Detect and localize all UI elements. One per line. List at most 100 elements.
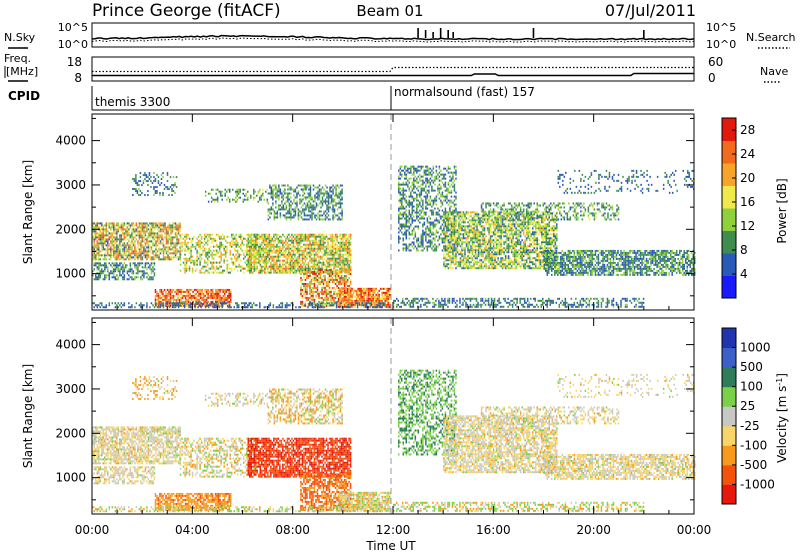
power-cell (228, 297, 230, 299)
power-cell (272, 246, 274, 248)
power-cell (344, 264, 346, 266)
power-cell (110, 272, 112, 274)
power-cell (212, 293, 214, 295)
power-cell (122, 224, 124, 226)
power-cell (195, 260, 197, 262)
power-cell (181, 242, 183, 244)
power-cell (278, 242, 280, 244)
power-cell (269, 192, 271, 194)
power-cell (97, 226, 99, 228)
power-cell (136, 268, 138, 270)
power-cell (303, 264, 305, 266)
power-cell (180, 270, 182, 272)
power-cell (266, 272, 268, 274)
power-cell (184, 240, 186, 242)
power-cell (254, 248, 256, 250)
power-cell (145, 244, 147, 246)
power-cell (347, 264, 349, 266)
power-cell (305, 236, 307, 238)
power-cell (311, 246, 313, 248)
power-cell (140, 226, 142, 228)
power-cell (134, 236, 136, 238)
power-cell (273, 240, 275, 242)
power-cell (332, 260, 334, 262)
power-cell (275, 250, 277, 252)
power-cell (223, 262, 225, 264)
power-cell (300, 295, 302, 297)
power-cell (281, 272, 283, 274)
power-cell (201, 242, 203, 244)
power-cell (323, 291, 325, 293)
power-cell (130, 254, 132, 256)
power-cell (125, 230, 127, 232)
power-cell (344, 266, 346, 268)
power-cell (347, 290, 349, 292)
power-cell (320, 262, 322, 264)
power-cell (173, 242, 175, 244)
power-cell (260, 238, 262, 240)
power-cell (178, 240, 180, 242)
power-cell (164, 244, 166, 246)
power-cell (100, 264, 102, 266)
power-cell (350, 281, 352, 283)
power-cell (136, 224, 138, 226)
power-cell (333, 254, 335, 256)
power-cell (338, 271, 340, 273)
power-cell (122, 234, 124, 236)
power-cell (167, 242, 169, 244)
power-cell (287, 254, 289, 256)
power-cell (173, 246, 175, 248)
power-cell (287, 248, 289, 250)
power-cell (321, 246, 323, 248)
power-cell (134, 232, 136, 234)
power-cell (366, 290, 368, 292)
power-cell (95, 236, 97, 238)
power-cell (139, 236, 141, 238)
power-cell (238, 234, 240, 236)
power-cell (151, 272, 153, 274)
power-cell (339, 281, 341, 283)
power-cell (192, 256, 194, 258)
power-cell (353, 288, 355, 290)
power-cell (122, 228, 124, 230)
power-cell (248, 236, 250, 238)
power-cell (309, 242, 311, 244)
power-cell (152, 238, 154, 240)
power-cell (276, 252, 278, 254)
power-cell (226, 270, 228, 272)
power-cell (94, 258, 96, 260)
power-cell (312, 248, 314, 250)
power-cell (180, 260, 182, 262)
power-cell (156, 293, 158, 295)
power-cell (252, 248, 254, 250)
power-cell (246, 244, 248, 246)
power-cell (137, 276, 139, 278)
power-cell (207, 252, 209, 254)
power-cell (314, 242, 316, 244)
power-cell (166, 234, 168, 236)
power-cell (161, 222, 163, 224)
power-cell (303, 250, 305, 252)
power-cell (251, 242, 253, 244)
power-cell (133, 244, 135, 246)
power-cell (127, 270, 129, 272)
power-cell (121, 240, 123, 242)
power-cell (338, 246, 340, 248)
power-cell (308, 271, 310, 273)
power-cell (323, 299, 325, 301)
power-cell (106, 224, 108, 226)
power-cell (95, 254, 97, 256)
power-cell (372, 292, 374, 294)
power-cell (152, 250, 154, 252)
power-cell (309, 289, 311, 291)
power-cell (130, 252, 132, 254)
power-cell (97, 240, 99, 242)
power-cell (344, 258, 346, 260)
power-cell (163, 224, 165, 226)
power-cell (272, 194, 274, 196)
power-cell (176, 299, 178, 301)
power-cell (146, 222, 148, 224)
power-cell (264, 240, 266, 242)
power-cell (116, 278, 118, 280)
power-cell (312, 258, 314, 260)
